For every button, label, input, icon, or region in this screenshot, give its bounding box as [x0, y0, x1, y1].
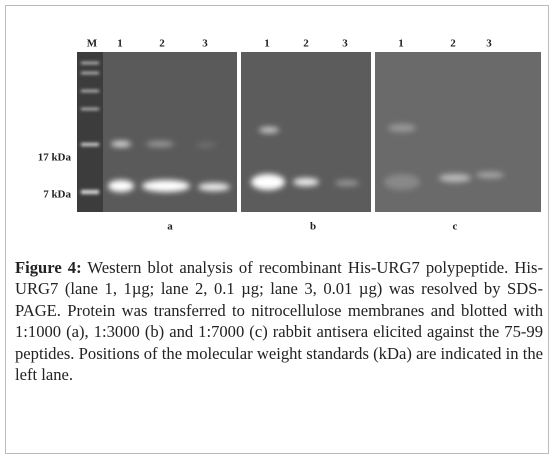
- lane-label: 2: [159, 38, 165, 50]
- caption-text: Western blot analysis of recombinant His…: [15, 258, 543, 385]
- marker-lane: [77, 52, 103, 212]
- marker-label: 17 kDa: [38, 152, 72, 164]
- lane-label: 1: [264, 38, 270, 50]
- lane-label: M: [87, 38, 98, 50]
- figure-caption: Figure 4: Western blot analysis of recom…: [15, 257, 543, 385]
- caption-label: Figure 4:: [15, 258, 82, 277]
- lane-label: 1: [398, 38, 404, 50]
- bands: [108, 124, 504, 192]
- lane-label: 3: [342, 38, 348, 50]
- panel-label: c: [453, 221, 458, 233]
- lane-label: 3: [202, 38, 208, 50]
- lane-label: 2: [303, 38, 309, 50]
- lane-label: 1: [117, 38, 123, 50]
- panel-label: b: [310, 221, 316, 233]
- marker-label: 7 kDa: [43, 189, 71, 201]
- panel-label: a: [167, 221, 173, 233]
- figure-frame: [5, 5, 549, 454]
- marker-bands: [81, 62, 99, 194]
- lane-label: 3: [486, 38, 492, 50]
- lane-label: 2: [450, 38, 456, 50]
